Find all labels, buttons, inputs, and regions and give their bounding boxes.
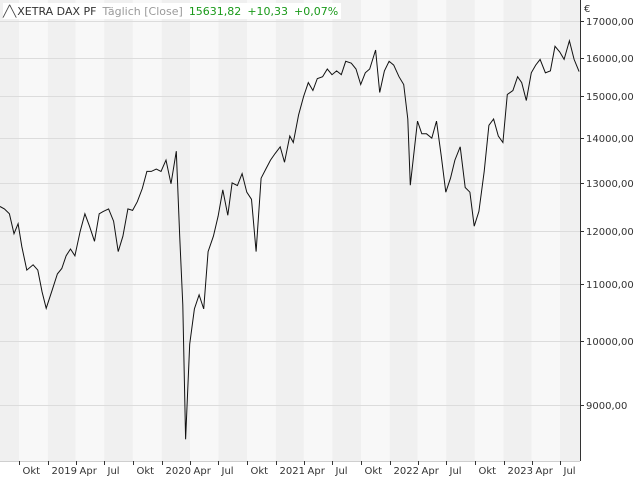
x-tick-label: Jul: [107, 466, 120, 477]
x-tick-label: Okt: [365, 466, 383, 477]
series-line: [0, 38, 580, 440]
y-axis: 9000,00 10000,00 11000,00 12000,00 13000,00 1…: [580, 17, 634, 412]
x-tick-label: 2020: [166, 466, 191, 477]
month-band: [303, 0, 333, 461]
y-tick-label: 11000,00: [586, 280, 634, 291]
month-band: [360, 0, 390, 461]
month-band: [474, 0, 504, 461]
month-band: [19, 0, 48, 461]
y-tick-label: 14000,00: [586, 134, 634, 145]
month-band: [132, 0, 162, 461]
x-tick-label: Jul: [563, 466, 576, 477]
y-tick-label: 9000,00: [586, 401, 627, 412]
month-band: [417, 0, 447, 461]
month-band: [531, 0, 561, 461]
month-band: [275, 0, 304, 461]
month-bands: [0, 0, 580, 461]
y-tick-label: 13000,00: [586, 179, 634, 190]
x-tick-label: Apr: [194, 466, 212, 477]
x-tick-label: Jul: [221, 466, 234, 477]
month-band: [503, 0, 532, 461]
interval-label: Täglich [Close]: [102, 4, 183, 18]
price-change: +10,33: [247, 4, 289, 18]
x-tick-label: 2022: [394, 466, 419, 477]
month-band: [47, 0, 76, 461]
month-band: [247, 0, 276, 461]
price-change-percent: +0,07%: [294, 4, 339, 18]
month-band: [389, 0, 418, 461]
x-tick-label: Okt: [479, 466, 497, 477]
x-tick-label: Okt: [23, 466, 41, 477]
month-band: [104, 0, 133, 461]
x-tick-label: Apr: [308, 466, 326, 477]
month-band: [161, 0, 191, 461]
x-axis: Okt 2019 Apr Jul Okt 2020 Apr Jul Okt 2021 Apr Jul O…: [0, 461, 580, 477]
month-band: [218, 0, 248, 461]
month-band: [332, 0, 361, 461]
grid-lines: [0, 21, 580, 406]
currency-label: €: [584, 4, 591, 15]
x-tick-label: Apr: [80, 466, 98, 477]
line-chart-icon: ╱╲: [3, 4, 17, 18]
month-band: [0, 0, 20, 461]
month-band: [446, 0, 475, 461]
x-tick-label: Apr: [422, 466, 440, 477]
y-tick-label: 12000,00: [586, 227, 634, 238]
x-tick-label: Okt: [251, 466, 269, 477]
chart-header: ╱╲ XETRA DAX PF Täglich [Close] 15631,82…: [3, 3, 342, 19]
x-tick-label: 2021: [280, 466, 305, 477]
x-tick-label: 2019: [52, 466, 77, 477]
y-tick-label: 16000,00: [586, 54, 634, 65]
y-tick-label: 17000,00: [586, 17, 634, 28]
x-tick-label: Apr: [536, 466, 554, 477]
x-tick-label: Okt: [137, 466, 155, 477]
last-price: 15631,82: [188, 4, 242, 18]
y-tick-label: 15000,00: [586, 92, 634, 103]
x-tick-label: Jul: [449, 466, 462, 477]
instrument-name: XETRA DAX PF: [17, 4, 97, 18]
month-band: [190, 0, 219, 461]
y-tick-label: 10000,00: [586, 337, 634, 348]
month-band: [560, 0, 580, 461]
x-tick-label: 2023: [508, 466, 533, 477]
x-tick-label: Jul: [335, 466, 348, 477]
